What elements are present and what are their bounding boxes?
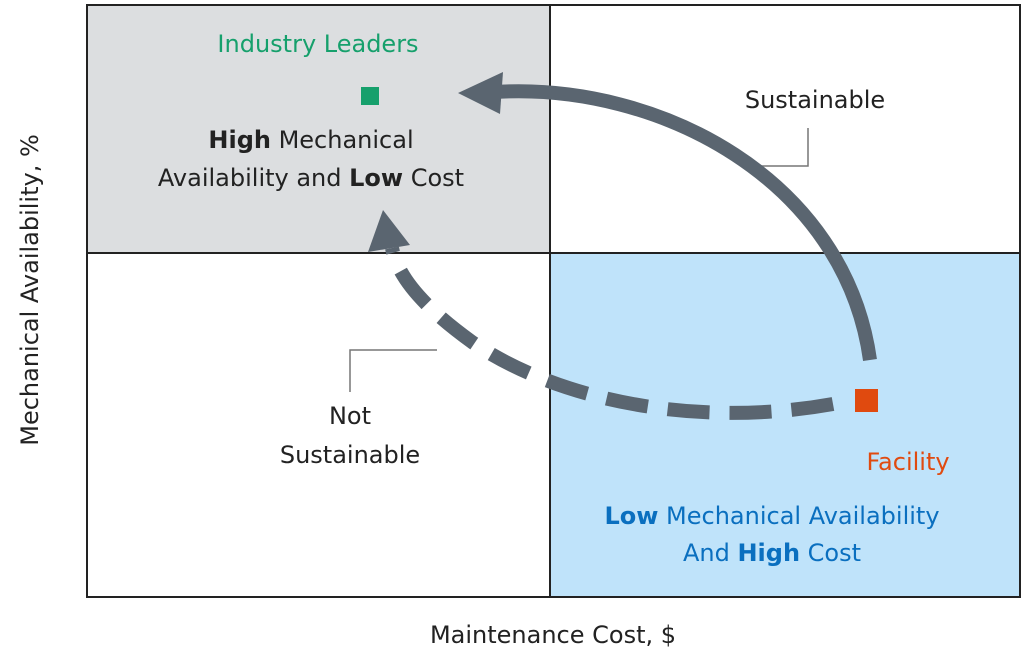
frame <box>86 4 1021 598</box>
callout-line <box>349 349 437 392</box>
quadrant-title: Industry Leaders <box>217 30 418 58</box>
facility-marker <box>855 389 878 412</box>
text-run: Cost <box>800 539 861 567</box>
text-run: High <box>737 539 800 567</box>
quadrant-description: High Mechanical Availability and Low Cost <box>158 126 464 192</box>
facility-quadrant <box>550 253 1021 597</box>
description-line: High Mechanical <box>208 126 413 154</box>
leaders-quadrant <box>87 5 550 253</box>
path-label: Not <box>329 402 371 430</box>
path-label: Sustainable <box>745 86 885 114</box>
quadrant-title: Facility <box>866 448 949 476</box>
leader-marker <box>361 87 379 105</box>
path-label: Sustainable <box>280 441 420 469</box>
text-run: Availability and <box>158 164 349 192</box>
quadrant-description: Low Mechanical Availability And High Cost <box>604 502 939 567</box>
not-sustainable-arrow <box>385 246 835 420</box>
text-run: Low <box>349 164 403 192</box>
callout-line <box>758 128 809 167</box>
sustainable-arrow <box>494 84 877 361</box>
text-run: Mechanical Availability <box>658 502 939 530</box>
text-run: Low <box>604 502 658 530</box>
text-run: And <box>683 539 738 567</box>
text-run: Mechanical <box>271 126 414 154</box>
description-line: And High Cost <box>683 539 861 567</box>
arrowhead <box>368 210 410 252</box>
text-run: Cost <box>403 164 464 192</box>
y-axis-label: Mechanical Availability, % <box>16 134 44 446</box>
text-run: High <box>208 126 271 154</box>
arrowhead <box>458 72 503 114</box>
x-axis-label: Maintenance Cost, $ <box>430 621 676 649</box>
description-line: Availability and Low Cost <box>158 164 464 192</box>
description-line: Low Mechanical Availability <box>604 502 939 530</box>
